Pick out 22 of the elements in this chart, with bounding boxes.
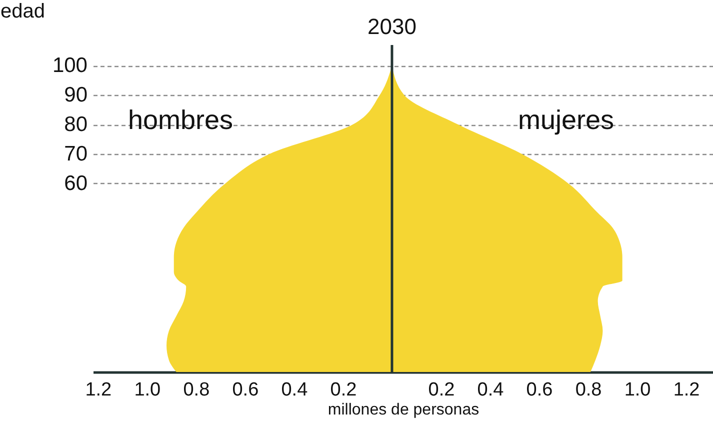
y-tick-label: 90 xyxy=(64,84,88,107)
x-tick-label: 1.2 xyxy=(673,380,700,400)
x-tick-label: 0.6 xyxy=(232,380,259,400)
x-tick-label: 0.8 xyxy=(575,380,602,400)
x-tick-label: 1.0 xyxy=(134,380,161,400)
y-tick-label: 70 xyxy=(64,142,88,166)
y-tick-label: 100 xyxy=(52,54,88,78)
x-tick-label: 0.4 xyxy=(281,380,308,400)
x-axis-title: millones de personas xyxy=(328,402,480,418)
series-label: mujeres xyxy=(518,105,614,135)
x-tick-label: 0.2 xyxy=(428,380,455,400)
chart-title: 2030 xyxy=(367,14,416,39)
x-tick-label: 0.8 xyxy=(183,380,210,400)
x-tick-label: 1.2 xyxy=(85,380,112,400)
x-tick-label: 1.0 xyxy=(624,380,651,400)
y-tick-label: 60 xyxy=(64,172,88,195)
y-axis-title: edad xyxy=(0,0,45,22)
x-tick-label: 0.4 xyxy=(477,380,504,400)
x-tick-label: 0.6 xyxy=(526,380,553,400)
x-tick-label: 0.2 xyxy=(330,380,357,400)
series-label: hombres xyxy=(128,105,234,135)
y-tick-label: 80 xyxy=(64,113,88,136)
